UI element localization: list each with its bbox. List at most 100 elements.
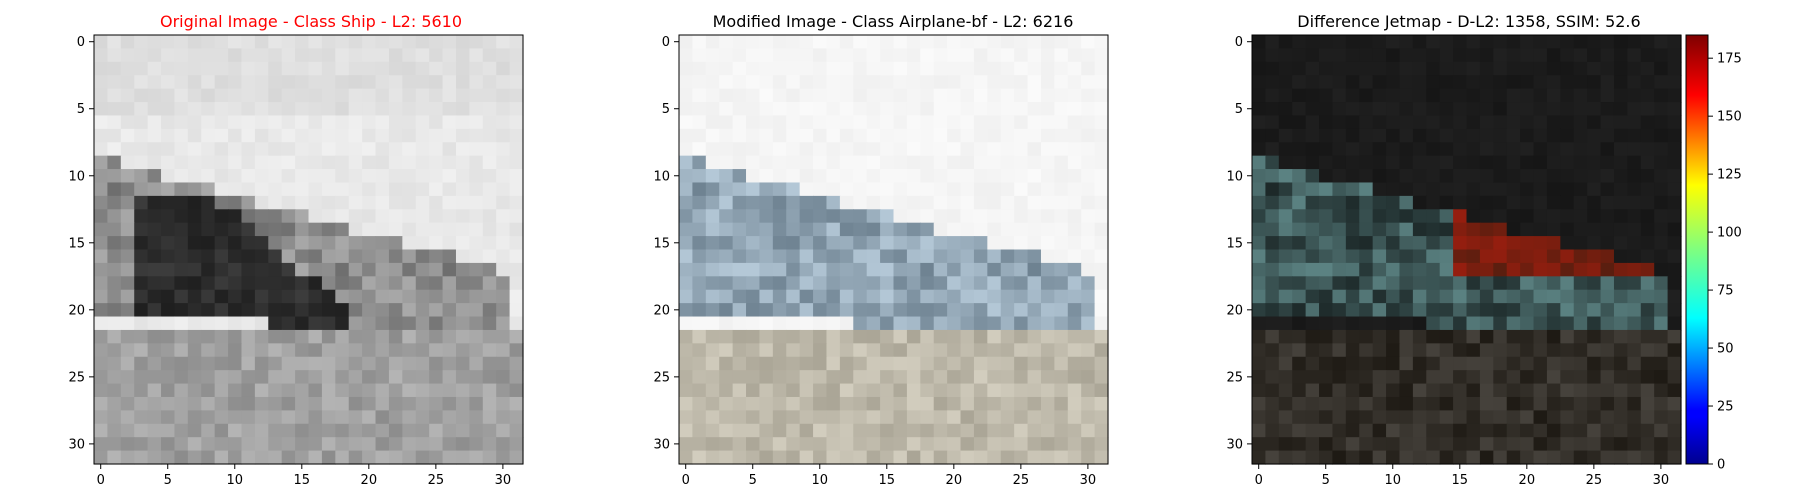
pixel-cell	[1000, 450, 1015, 465]
colorbar-tick-label: 75	[1717, 284, 1734, 299]
pixel-cell	[415, 437, 430, 452]
pixel-cell	[509, 410, 524, 425]
pixel-cell	[415, 209, 430, 224]
pixel-cell	[254, 128, 269, 143]
pixel-cell	[1453, 61, 1468, 76]
pixel-cell	[1081, 222, 1096, 237]
pixel-cell	[187, 276, 202, 291]
pixel-cell	[308, 276, 323, 291]
pixel-cell	[1319, 209, 1334, 224]
pixel-cell	[1027, 316, 1042, 331]
pixel-cell	[268, 142, 283, 157]
pixel-cell	[772, 128, 787, 143]
pixel-cell	[1439, 169, 1454, 184]
pixel-cell	[268, 329, 283, 344]
pixel-cell	[1359, 262, 1374, 277]
pixel-cell	[402, 356, 417, 371]
pixel-cell	[1560, 356, 1575, 371]
pixel-cell	[1493, 262, 1508, 277]
pixel-cell	[786, 115, 801, 130]
pixel-cell	[1560, 383, 1575, 398]
pixel-cell	[1332, 48, 1347, 63]
pixel-cell	[429, 276, 444, 291]
pixel-cell	[201, 195, 216, 210]
pixel-cell	[201, 249, 216, 264]
pixel-cell	[321, 423, 336, 438]
pixel-cell	[134, 289, 149, 304]
pixel-cell	[442, 343, 457, 358]
pixel-cell	[1067, 169, 1082, 184]
pixel-cell	[1319, 316, 1334, 331]
pixel-cell	[1000, 343, 1015, 358]
pixel-cell	[1345, 195, 1360, 210]
pixel-cell	[1426, 249, 1441, 264]
pixel-cell	[893, 115, 908, 130]
pixel-cell	[415, 370, 430, 385]
pixel-cell	[853, 343, 868, 358]
pixel-cell	[94, 115, 109, 130]
pixel-cell	[94, 128, 109, 143]
pixel-cell	[679, 410, 694, 425]
pixel-cell	[1054, 61, 1069, 76]
pixel-cell	[772, 61, 787, 76]
pixel-cell	[1627, 88, 1642, 103]
pixel-cell	[1493, 236, 1508, 251]
pixel-cell	[1533, 316, 1548, 331]
pixel-cell	[1292, 437, 1307, 452]
pixel-cell	[1640, 370, 1655, 385]
pixel-cell	[906, 48, 921, 63]
pixel-cell	[960, 155, 975, 170]
pixel-cell	[201, 396, 216, 411]
pixel-cell	[1067, 276, 1082, 291]
pixel-cell	[786, 289, 801, 304]
pixel-cell	[1533, 262, 1548, 277]
pixel-cell	[1252, 437, 1267, 452]
pixel-cell	[1386, 169, 1401, 184]
pixel-cell	[786, 303, 801, 318]
pixel-cell	[1533, 182, 1548, 197]
pixel-cell	[1640, 48, 1655, 63]
pixel-cell	[1386, 329, 1401, 344]
pixel-cell	[732, 343, 747, 358]
pixel-cell	[1345, 75, 1360, 90]
pixel-cell	[469, 115, 484, 130]
pixel-cell	[1305, 209, 1320, 224]
pixel-cell	[987, 209, 1002, 224]
pixel-cell	[947, 343, 962, 358]
pixel-cell	[1640, 276, 1655, 291]
pixel-cell	[1560, 195, 1575, 210]
pixel-cell	[772, 289, 787, 304]
pixel-cell	[826, 423, 841, 438]
pixel-cell	[402, 329, 417, 344]
pixel-cell	[1345, 423, 1360, 438]
pixel-cell	[455, 102, 470, 117]
pixel-cell	[147, 236, 162, 251]
pixel-cell	[429, 88, 444, 103]
pixel-cell	[1426, 61, 1441, 76]
pixel-cell	[1479, 450, 1494, 465]
pixel-cell	[1546, 303, 1561, 318]
pixel-cell	[947, 142, 962, 157]
pixel-cell	[746, 370, 761, 385]
pixel-cell	[348, 262, 363, 277]
pixel-cell	[893, 222, 908, 237]
pixel-cell	[107, 115, 122, 130]
pixel-cell	[719, 169, 734, 184]
pixel-cell	[1640, 410, 1655, 425]
pixel-cell	[1292, 128, 1307, 143]
pixel-cell	[134, 209, 149, 224]
pixel-cell	[375, 423, 390, 438]
pixel-cell	[719, 182, 734, 197]
pixel-cell	[1533, 222, 1548, 237]
pixel-cell	[1453, 88, 1468, 103]
pixel-cell	[241, 128, 256, 143]
pixel-cell	[120, 423, 135, 438]
pixel-cell	[1654, 396, 1669, 411]
pixel-cell	[799, 450, 814, 465]
pixel-cell	[496, 370, 511, 385]
pixel-cell	[1372, 209, 1387, 224]
pixel-cell	[1278, 343, 1293, 358]
pixel-cell	[947, 450, 962, 465]
pixel-cell	[1000, 128, 1015, 143]
pixel-cell	[187, 115, 202, 130]
